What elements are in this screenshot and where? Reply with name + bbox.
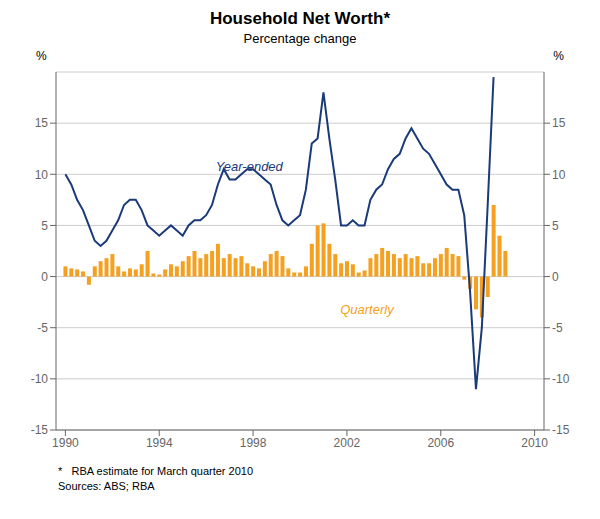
svg-text:1990: 1990: [52, 436, 79, 450]
svg-text:-5: -5: [37, 321, 48, 335]
svg-text:2002: 2002: [334, 436, 361, 450]
svg-text:5: 5: [41, 219, 48, 233]
svg-text:5: 5: [552, 219, 559, 233]
svg-text:10: 10: [552, 168, 566, 182]
svg-text:-15: -15: [552, 423, 570, 437]
svg-text:10: 10: [35, 168, 49, 182]
svg-text:-15: -15: [31, 423, 49, 437]
svg-text:Quarterly: Quarterly: [340, 302, 395, 317]
html-text:Percentage change: Percentage change: [243, 31, 357, 46]
svg-text:15: 15: [35, 116, 49, 130]
svg-text:1998: 1998: [240, 436, 267, 450]
svg-text:0: 0: [41, 270, 48, 284]
svg-text:2006: 2006: [427, 436, 454, 450]
svg-text:1994: 1994: [146, 436, 173, 450]
svg-text:-10: -10: [31, 372, 49, 386]
svg-text:-10: -10: [552, 372, 570, 386]
svg-text:Year-ended: Year-ended: [216, 159, 284, 174]
svg-text:-5: -5: [552, 321, 563, 335]
svg-text:0: 0: [552, 270, 559, 284]
html-text:Household Net Worth*: Household Net Worth*: [210, 9, 390, 28]
html-text:Sources: ABS; RBA: Sources: ABS; RBA: [58, 480, 155, 492]
svg-text:15: 15: [552, 116, 566, 130]
html-text:* RBA estimate for March quart: * RBA estimate for March quarter 2010: [58, 465, 253, 477]
svg-text:2010: 2010: [521, 436, 548, 450]
